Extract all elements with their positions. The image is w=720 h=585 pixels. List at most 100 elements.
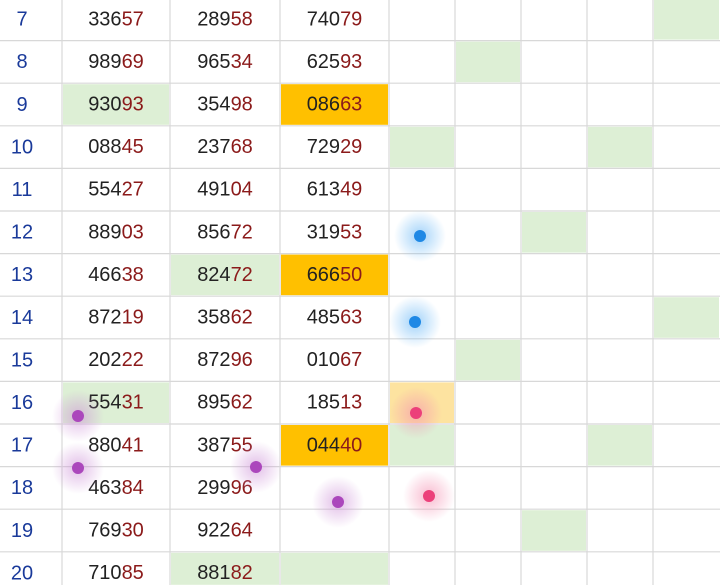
number-cell: 55427 — [88, 179, 144, 201]
number-cell: 72929 — [307, 136, 363, 158]
number-tail: 41 — [122, 435, 144, 457]
number-cell: 28958 — [197, 9, 253, 31]
number-cell: 87296 — [197, 349, 253, 371]
number-tail: 93 — [340, 51, 362, 73]
number-tail: 93 — [122, 94, 144, 116]
row-number: 14 — [11, 307, 33, 329]
row-number: 7 — [16, 9, 27, 31]
number-head: 889 — [88, 222, 121, 244]
number-head: 387 — [197, 435, 230, 457]
number-head: 922 — [197, 520, 230, 542]
number-tail: 62 — [231, 307, 253, 329]
row-number: 9 — [16, 94, 27, 116]
number-tail: 84 — [122, 477, 144, 499]
number-tail: 85 — [122, 562, 144, 584]
row-number: 20 — [11, 562, 33, 584]
number-tail: 67 — [340, 349, 362, 371]
number-head: 202 — [88, 349, 121, 371]
number-head: 613 — [307, 179, 340, 201]
number-tail: 50 — [340, 264, 362, 286]
number-tail: 27 — [122, 179, 144, 201]
number-cell: 85672 — [197, 222, 253, 244]
number-cell: 01067 — [307, 349, 363, 371]
number-cell: 87219 — [88, 307, 144, 329]
number-head: 729 — [307, 136, 340, 158]
row-number: 17 — [11, 435, 33, 457]
number-head: 088 — [88, 136, 121, 158]
row-number: 10 — [11, 136, 33, 158]
highlights — [63, 0, 719, 585]
row-number: 18 — [11, 477, 33, 499]
number-head: 299 — [197, 477, 230, 499]
number-cell: 49104 — [197, 179, 253, 201]
number-tail: 63 — [340, 94, 362, 116]
number-head: 930 — [88, 94, 121, 116]
number-tail: 98 — [231, 94, 253, 116]
number-tail: 13 — [340, 392, 362, 414]
number-cell: 92264 — [197, 520, 253, 542]
number-tail: 63 — [340, 307, 362, 329]
number-cell: 71085 — [88, 562, 144, 584]
number-head: 491 — [197, 179, 230, 201]
number-head: 354 — [197, 94, 230, 116]
number-cell: 35862 — [197, 307, 253, 329]
number-tail: 64 — [231, 520, 253, 542]
number-head: 895 — [197, 392, 230, 414]
number-tail: 49 — [340, 179, 362, 201]
number-cell: 82472 — [197, 264, 253, 286]
number-head: 710 — [88, 562, 121, 584]
number-tail: 96 — [231, 349, 253, 371]
number-tail: 82 — [231, 562, 253, 584]
number-tail: 68 — [231, 136, 253, 158]
number-cell: 46638 — [88, 264, 144, 286]
number-cell: 88182 — [197, 562, 253, 584]
number-cell: 88041 — [88, 435, 144, 457]
row-number: 15 — [11, 349, 33, 371]
number-tail: 58 — [231, 9, 253, 31]
number-tail: 30 — [122, 520, 144, 542]
number-cell: 33657 — [88, 9, 144, 31]
number-cell: 61349 — [307, 179, 363, 201]
number-cell: 18513 — [307, 392, 363, 414]
number-tail: 38 — [122, 264, 144, 286]
number-tail: 57 — [122, 9, 144, 31]
number-tail: 53 — [340, 222, 362, 244]
number-tail: 19 — [122, 307, 144, 329]
number-cell: 89562 — [197, 392, 253, 414]
row-number: 8 — [16, 51, 27, 73]
number-tail: 29 — [340, 136, 362, 158]
number-cell: 88903 — [88, 222, 144, 244]
number-cell: 76930 — [88, 520, 144, 542]
row-number: 13 — [11, 264, 33, 286]
number-head: 466 — [88, 264, 121, 286]
number-cell: 93093 — [88, 94, 144, 116]
number-head: 666 — [307, 264, 340, 286]
number-cell: 04440 — [307, 435, 363, 457]
number-head: 010 — [307, 349, 340, 371]
number-head: 086 — [307, 94, 340, 116]
number-cell: 31953 — [307, 222, 363, 244]
number-cell: 62593 — [307, 51, 363, 73]
number-head: 856 — [197, 222, 230, 244]
number-head: 881 — [197, 562, 230, 584]
number-head: 185 — [307, 392, 340, 414]
number-cell: 55431 — [88, 392, 144, 414]
number-tail: 45 — [122, 136, 144, 158]
number-tail: 40 — [340, 435, 362, 457]
number-tail: 22 — [122, 349, 144, 371]
number-cell: 48563 — [307, 307, 363, 329]
row-number: 19 — [11, 520, 33, 542]
number-tail: 34 — [231, 51, 253, 73]
number-tail: 62 — [231, 392, 253, 414]
number-cell: 20222 — [88, 349, 144, 371]
number-head: 740 — [307, 9, 340, 31]
number-head: 237 — [197, 136, 230, 158]
row-number: 12 — [11, 222, 33, 244]
number-head: 872 — [197, 349, 230, 371]
number-head: 336 — [88, 9, 121, 31]
number-head: 319 — [307, 222, 340, 244]
number-cell: 74079 — [307, 9, 363, 31]
number-cell: 96534 — [197, 51, 253, 73]
